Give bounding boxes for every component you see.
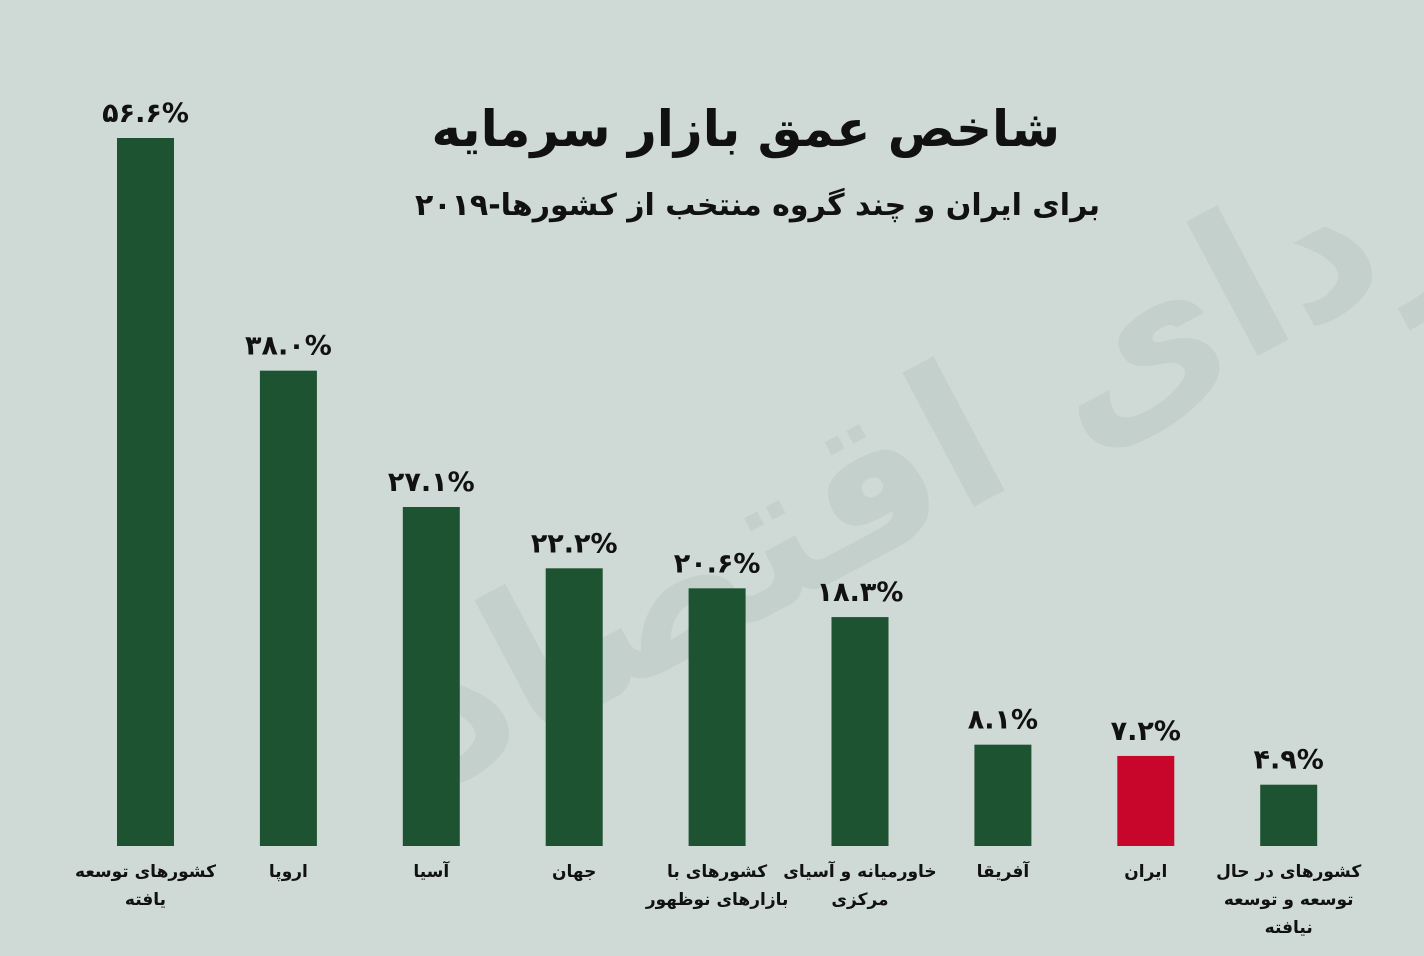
category-label-line: نیافته xyxy=(1265,918,1313,938)
category-label-line: بازارهای نوظهور xyxy=(645,890,789,910)
category-label-line: کشورهای در حال xyxy=(1216,862,1361,882)
bar xyxy=(831,617,889,846)
bar xyxy=(1117,755,1175,846)
category-label: خاورمیانه و آسیای مرکزی xyxy=(783,860,936,910)
bar xyxy=(1260,784,1318,846)
category-label: جهان xyxy=(552,862,596,882)
bar xyxy=(974,744,1032,846)
category-label: کشورهای توسعه یافته xyxy=(75,862,216,910)
category-label-line: یافته xyxy=(125,890,166,910)
category-label-line: کشورهای توسعه xyxy=(75,862,216,882)
data-label: ۱۸.۳% xyxy=(817,577,904,608)
category-label: ایران xyxy=(1124,862,1167,882)
category-label-line: کشورهای با xyxy=(667,862,767,882)
bar xyxy=(117,138,174,846)
bar xyxy=(688,588,746,846)
bar xyxy=(545,568,603,846)
data-label: ۳۸.۰% xyxy=(245,331,332,362)
data-label: ۲۲.۲% xyxy=(531,528,618,559)
category-label: آسیا xyxy=(413,860,450,882)
category-label: آفریقا xyxy=(977,860,1031,882)
category-label-line: ایران xyxy=(1124,862,1167,882)
category-label-line: خاورمیانه و آسیای xyxy=(783,860,936,882)
data-label: ۷.۲% xyxy=(1111,716,1181,747)
category-label-line: جهان xyxy=(552,862,596,882)
bar xyxy=(259,370,317,846)
data-label: ۲۷.۱% xyxy=(388,467,475,498)
bar xyxy=(402,507,460,846)
data-label: ۴.۹% xyxy=(1254,745,1324,776)
data-label: ۵۶.۶% xyxy=(102,98,189,129)
data-label: ۲۰.۶% xyxy=(674,548,761,579)
category-label-line: آسیا xyxy=(413,860,450,882)
data-label: ۸.۱% xyxy=(968,705,1038,736)
category-label: کشورهای با بازارهای نوظهور xyxy=(645,862,789,910)
category-label: کشورهای در حال توسعه و توسعه نیافته xyxy=(1216,862,1361,938)
chart-subtitle: برای ایران و چند گروه منتخب از کشورها-۲۰… xyxy=(414,188,1100,223)
category-label: اروپا xyxy=(269,862,308,882)
category-label-line: آفریقا xyxy=(977,860,1031,882)
chart-title: شاخص عمق بازار سرمایه xyxy=(431,100,1060,158)
category-label-line: مرکزی xyxy=(831,890,888,910)
category-label-line: اروپا xyxy=(269,862,308,882)
category-label-line: توسعه و توسعه xyxy=(1224,890,1354,910)
